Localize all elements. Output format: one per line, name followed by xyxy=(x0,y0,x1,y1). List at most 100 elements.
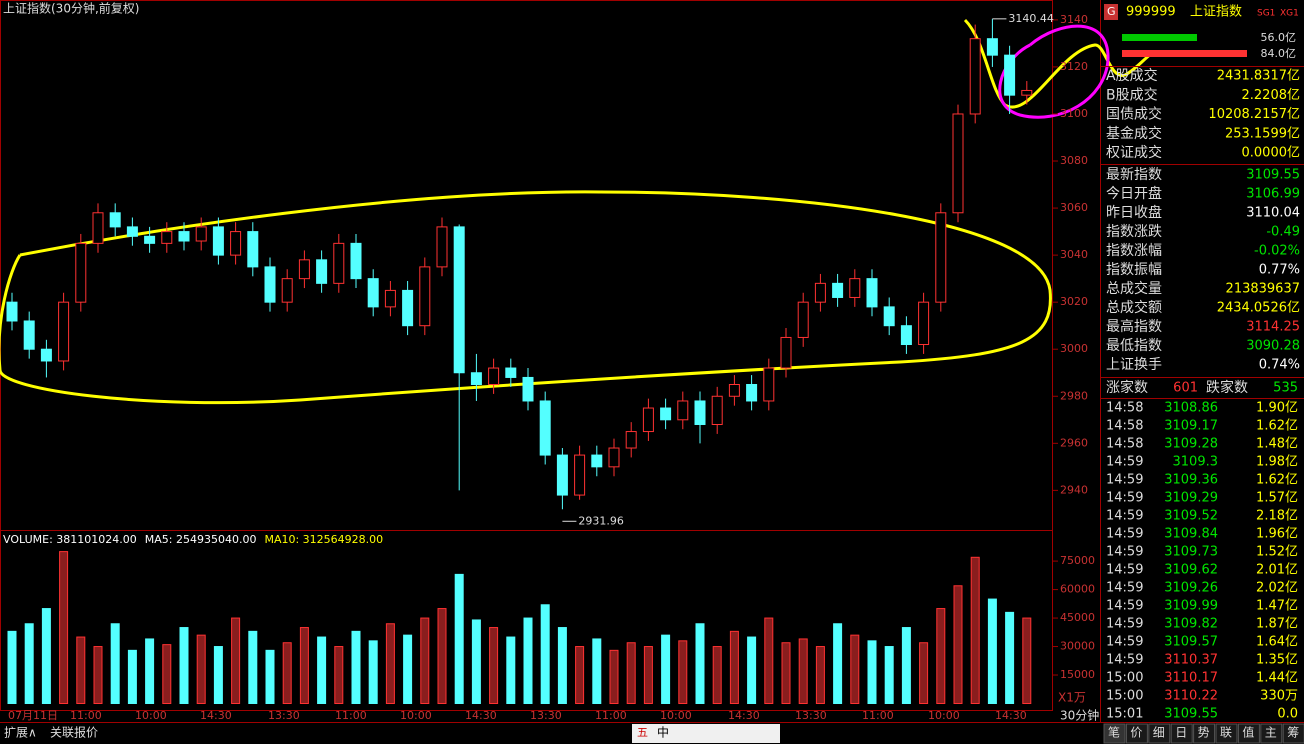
row-label: 最新指数 xyxy=(1106,167,1162,183)
volume-bar xyxy=(231,617,241,704)
panel-tab-label[interactable]: 笔 xyxy=(1108,725,1120,740)
trade-volume: 1.90亿 xyxy=(1256,401,1298,416)
candle-body xyxy=(488,367,500,386)
candle-body xyxy=(814,282,826,303)
panel-tab[interactable] xyxy=(1193,723,1216,744)
row-label: 指数涨幅 xyxy=(1106,243,1162,259)
trade-time: 14:59 xyxy=(1106,617,1143,632)
trade-volume: 1.96亿 xyxy=(1256,527,1298,542)
volume-bar xyxy=(213,646,223,704)
trade-volume: 1.57亿 xyxy=(1256,491,1298,506)
volume-bar xyxy=(557,627,567,705)
row-value: 3090.28 xyxy=(1246,339,1300,354)
trade-price: 3109.55 xyxy=(1164,707,1218,722)
candle-body xyxy=(642,407,654,433)
trade-price: 3109.99 xyxy=(1164,599,1218,614)
trade-price: 3109.36 xyxy=(1164,473,1218,488)
candle-body xyxy=(470,372,482,386)
period[interactable]: 30分钟 xyxy=(1060,708,1099,723)
candle-body xyxy=(574,454,586,496)
trade-volume: 1.87亿 xyxy=(1256,617,1298,632)
volume-bar xyxy=(970,556,980,705)
flow-bar xyxy=(1122,34,1197,41)
candle-body xyxy=(384,289,396,308)
panel-tab-label[interactable]: 值 xyxy=(1242,725,1254,740)
candle-body xyxy=(195,226,207,242)
candle-body xyxy=(126,226,138,237)
panel-tab[interactable] xyxy=(1260,723,1283,744)
panel-tab-label[interactable]: 日 xyxy=(1175,726,1187,740)
candle-body xyxy=(230,231,242,256)
trade-time: 14:59 xyxy=(1106,473,1143,488)
candle-body xyxy=(728,384,740,397)
candle-body xyxy=(6,301,18,322)
row-label: 最低指数 xyxy=(1106,338,1162,354)
row-value: 213839637 xyxy=(1226,282,1300,297)
panel-tab[interactable] xyxy=(1148,723,1171,744)
trade-volume: 1.64亿 xyxy=(1256,635,1298,650)
trade-volume: 1.62亿 xyxy=(1256,419,1298,434)
panel-tab-label[interactable]: 价 xyxy=(1130,726,1142,740)
panel-tab[interactable] xyxy=(1215,723,1238,744)
y-tick-label: 15000 xyxy=(1060,668,1095,681)
chart-title: 上证指数(30分钟,前复权) xyxy=(3,1,139,16)
tab-related[interactable]: 关联报价 xyxy=(50,725,98,740)
trade-volume: 1.98亿 xyxy=(1256,455,1298,470)
volume-bar xyxy=(368,640,378,705)
trade-volume: 1.47亿 xyxy=(1256,599,1298,614)
tag: XG1 xyxy=(1280,9,1299,19)
volume-bar xyxy=(127,649,137,705)
row-label: 总成交量 xyxy=(1106,280,1162,297)
x-tick-label: 10:00 xyxy=(928,709,960,722)
volume-bar xyxy=(403,634,413,704)
y-tick-label: 2940 xyxy=(1060,483,1088,496)
trade-price: 3109.28 xyxy=(1164,437,1218,452)
row-value: 3109.55 xyxy=(1246,168,1300,183)
volume-bar xyxy=(110,623,120,705)
tab-extend[interactable]: 扩展∧ xyxy=(4,726,37,740)
panel-tab-label[interactable]: 主 xyxy=(1265,726,1277,740)
row-label: 权证成交 xyxy=(1106,144,1162,161)
panel-tab-label[interactable]: 联 xyxy=(1220,726,1232,740)
panel-tab[interactable] xyxy=(1103,723,1126,744)
trade-time: 15:00 xyxy=(1106,689,1143,704)
trade-volume: 1.35亿 xyxy=(1256,653,1298,668)
trade-time: 14:59 xyxy=(1106,563,1143,578)
annotation: 3140.44 xyxy=(1008,12,1054,25)
candle-body xyxy=(797,301,809,338)
row-label: 指数涨跌 xyxy=(1106,224,1162,240)
trade-time: 14:58 xyxy=(1106,419,1143,434)
candle-body xyxy=(522,376,534,402)
panel-tab-label[interactable]: 势 xyxy=(1198,726,1210,740)
panel-tab[interactable] xyxy=(1282,723,1304,744)
toolbar xyxy=(632,724,780,743)
panel-tab-label[interactable]: 细 xyxy=(1153,726,1165,740)
volume-bar xyxy=(93,646,103,704)
candle-body xyxy=(367,278,379,308)
volume-bar xyxy=(695,623,705,705)
trade-volume: 330万 xyxy=(1260,689,1298,704)
candle-body xyxy=(952,113,964,214)
panel-tab[interactable] xyxy=(1170,723,1193,744)
row-value: 253.1599亿 xyxy=(1225,126,1300,141)
tool[interactable]: 中 xyxy=(657,725,669,740)
trade-time: 14:59 xyxy=(1106,599,1143,614)
row-label: 国债成交 xyxy=(1106,106,1162,123)
legend-entry: MA5: 254935040.00 xyxy=(145,533,257,546)
trade-price: 3109.82 xyxy=(1164,617,1218,632)
candle-body xyxy=(75,242,87,303)
row-value: -0.49 xyxy=(1266,225,1300,240)
trade-time: 14:59 xyxy=(1106,455,1143,470)
candle-body xyxy=(1004,54,1016,96)
tool[interactable]: 五 xyxy=(637,726,648,739)
x-tick-label: 11:00 xyxy=(862,709,894,722)
panel-tab-label[interactable]: 筹 xyxy=(1287,726,1299,740)
row-value: 10208.2157亿 xyxy=(1208,107,1300,122)
panel-tab[interactable] xyxy=(1125,723,1148,744)
panel-tab[interactable] xyxy=(1237,723,1260,744)
candle-body xyxy=(900,325,912,346)
x-tick-label: 14:30 xyxy=(995,709,1027,722)
row-label: 昨日收盘 xyxy=(1106,204,1162,221)
candle-body xyxy=(918,301,930,346)
